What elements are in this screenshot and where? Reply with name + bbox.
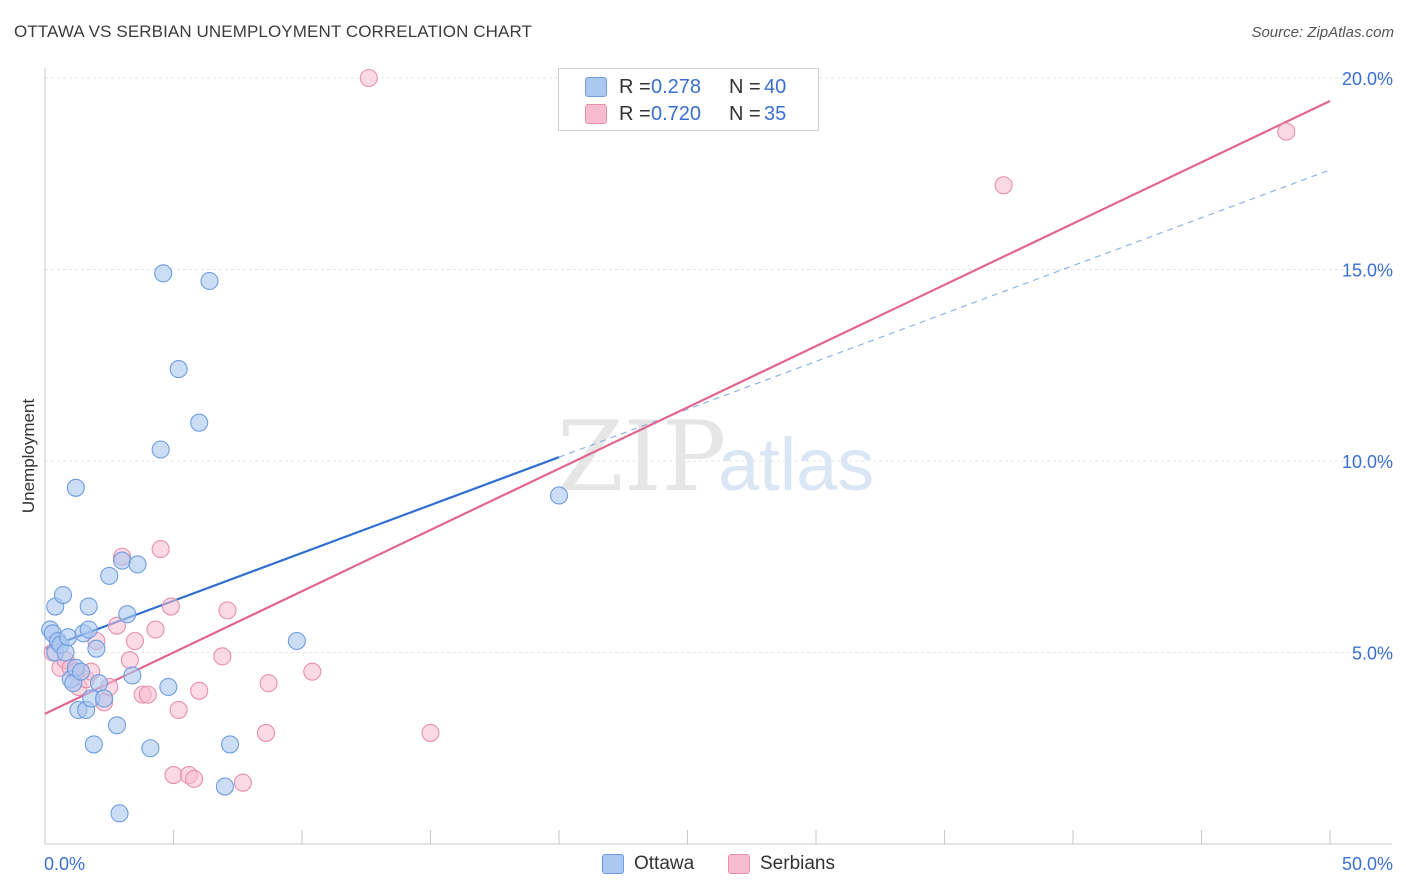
serbians-point (146, 620, 165, 639)
stats-legend: R = 0.278 N = 40 R = 0.720 N = 35 (558, 68, 819, 131)
ottawa-point (87, 639, 106, 658)
ottawa-point (287, 631, 306, 651)
ottawa-point (53, 585, 73, 605)
serbians-point (107, 616, 127, 635)
ottawa-point (190, 413, 209, 432)
grid-layer (45, 77, 1392, 653)
y-axis-title: Unemployment (19, 399, 38, 514)
ottawa-swatch (602, 854, 624, 874)
ottawa-point (118, 605, 137, 624)
serbians-point (185, 769, 204, 788)
serbians-point (169, 700, 188, 720)
serbians-point (125, 631, 144, 651)
ottawa-point (56, 643, 75, 662)
axes-layer (44, 68, 1392, 845)
ottawa-point (107, 716, 127, 735)
serbians-point (1277, 122, 1296, 141)
ottawa-point (79, 620, 98, 639)
y-tick-label: 15.0% (1342, 261, 1393, 281)
points-layer (41, 68, 1296, 823)
ottawa-trend-extension (558, 169, 1331, 458)
serbians-point (164, 766, 183, 785)
ottawa-point (123, 666, 142, 685)
legend-label-ottawa: Ottawa (634, 853, 695, 874)
ottawa-point (215, 777, 234, 796)
ottawa-point (128, 555, 147, 574)
legend-n-value: 35 (764, 103, 787, 125)
legend-label-serbians: Serbians (760, 853, 835, 874)
legend-r-value: 0.720 (651, 103, 702, 125)
ottawa-point (59, 628, 78, 647)
ottawa-swatch (585, 77, 607, 97)
serbians-swatch (728, 854, 750, 874)
serbians-point (421, 723, 440, 742)
legend-n-label: N = (729, 76, 761, 98)
labels-layer: 5.0% 10.0% 15.0% 20.0% 0.0% 50.0% Unemployment (19, 69, 1393, 874)
serbians-point (120, 651, 139, 670)
serbians-trend-line (44, 99, 1331, 715)
y-tick-label: 10.0% (1342, 452, 1393, 472)
ottawa-point (220, 735, 240, 754)
source-label: Source: ZipAtlas.com (1251, 24, 1394, 41)
serbians-point (256, 723, 276, 742)
ottawa-point (71, 662, 91, 681)
ottawa-point (549, 486, 569, 505)
ottawa-point (66, 478, 85, 497)
serbians-point (359, 68, 378, 88)
serbians-point (303, 662, 322, 681)
x-tick-label: 50.0% (1342, 854, 1393, 874)
x-tick-label: 0.0% (44, 854, 85, 874)
ottawa-point (151, 440, 170, 459)
serbians-point (218, 601, 237, 620)
serbians-point (190, 681, 209, 700)
ottawa-point (113, 551, 132, 570)
serbians-point (138, 685, 157, 704)
ottawa-point (89, 674, 109, 693)
legend-n-value: 40 (764, 76, 787, 98)
ottawa-point (169, 360, 188, 379)
y-tick-label: 5.0% (1352, 644, 1393, 664)
serbians-point (994, 176, 1013, 195)
serbians-point (151, 540, 170, 559)
watermark: ZIP atlas (557, 401, 874, 513)
serbians-point (259, 674, 278, 693)
ottawa-point (141, 739, 160, 758)
ottawa-point (154, 264, 173, 283)
legend-n-label: N = (729, 103, 761, 125)
legend-row-ottawa: R = 0.278 N = 40 (559, 74, 818, 100)
ottawa-point (110, 804, 129, 823)
serbians-point (233, 773, 252, 792)
legend-r-label: R = (619, 76, 651, 98)
legend-r-label: R = (619, 103, 651, 125)
ottawa-point (100, 566, 119, 585)
trend-layer (44, 99, 1331, 715)
ottawa-point (84, 735, 103, 754)
ottawa-point (159, 677, 178, 697)
serbians-point (161, 597, 180, 616)
series-legend: Ottawa Serbians (0, 852, 1406, 878)
ottawa-point (200, 271, 219, 291)
ottawa-point (95, 689, 114, 708)
legend-row-serbians: R = 0.720 N = 35 (559, 101, 818, 127)
ottawa-point (79, 597, 98, 616)
serbians-point (213, 647, 232, 666)
y-tick-label: 20.0% (1342, 69, 1393, 89)
serbians-swatch (585, 104, 607, 124)
chart-title: OTTAWA VS SERBIAN UNEMPLOYMENT CORRELATI… (14, 22, 533, 41)
legend-r-value: 0.278 (651, 76, 702, 98)
watermark-atlas: atlas (718, 423, 874, 506)
